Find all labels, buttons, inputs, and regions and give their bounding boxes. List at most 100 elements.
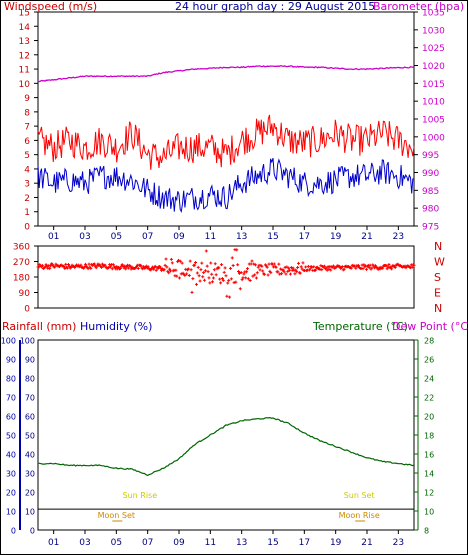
humidity-tick-label: 50: [25, 432, 35, 441]
direction-point: [49, 264, 53, 268]
direction-point: [188, 259, 192, 263]
direction-point: [79, 263, 83, 267]
direction-point: [314, 268, 318, 272]
hour-label: 01: [48, 232, 59, 242]
direction-point: [241, 276, 245, 280]
wind-tick-label: 11: [19, 66, 30, 76]
direction-point: [254, 276, 258, 280]
direction-point: [186, 267, 190, 271]
direction-point: [331, 264, 335, 268]
humidity-tick-label: 80: [25, 375, 35, 384]
direction-point: [354, 266, 358, 270]
direction-point: [304, 265, 308, 269]
hour-label: 05: [111, 232, 122, 242]
direction-point: [384, 264, 388, 268]
direction-point: [221, 278, 225, 282]
humidity-tick-label: 60: [25, 413, 35, 422]
direction-point: [94, 266, 98, 270]
baro-tick-label: 990: [422, 169, 439, 179]
direction-point: [190, 290, 194, 294]
direction-point: [286, 269, 290, 273]
direction-point: [266, 273, 270, 277]
hour-label: 21: [361, 232, 372, 242]
direction-point: [202, 271, 206, 275]
direction-point: [393, 265, 397, 269]
direction-point: [100, 265, 104, 269]
direction-point: [253, 273, 257, 277]
hour-label: 05: [111, 538, 122, 548]
direction-point: [199, 268, 203, 272]
direction-point: [63, 266, 67, 270]
rain-left-label: Rainfall (mm): [2, 320, 76, 333]
direction-point: [168, 269, 172, 273]
direction-point: [232, 281, 236, 285]
temp-tick-label: 20: [424, 413, 434, 422]
direction-point: [163, 263, 167, 267]
rain-tick-label: 10: [6, 508, 16, 517]
direction-point: [228, 266, 232, 270]
direction-point: [110, 267, 114, 271]
direction-point: [298, 271, 302, 275]
baro-tick-label: 1020: [422, 62, 445, 72]
direction-point: [198, 279, 202, 283]
compass-label: N: [434, 302, 442, 315]
wind-tick-label: 7: [24, 123, 30, 133]
direction-point: [149, 268, 153, 272]
rain-tick-label: 90: [6, 356, 16, 365]
direction-point: [387, 263, 391, 267]
direction-point: [219, 281, 223, 285]
hour-label: 03: [79, 232, 90, 242]
direction-point: [269, 271, 273, 275]
direction-point: [89, 266, 93, 270]
gust-line: [37, 114, 415, 170]
direction-point: [158, 265, 162, 269]
temp-rain-plot-frame: [37, 339, 415, 531]
direction-point: [43, 265, 47, 269]
direction-point: [195, 271, 199, 275]
direction-point: [194, 282, 198, 286]
direction-point: [111, 262, 115, 266]
direction-point: [362, 263, 366, 267]
direction-point: [62, 265, 66, 269]
direction-point: [342, 267, 346, 271]
hour-label: 23: [393, 232, 404, 242]
rain-tick-label: 60: [6, 413, 16, 422]
direction-point: [209, 261, 213, 265]
direction-point: [100, 262, 104, 266]
direction-point: [381, 266, 385, 270]
compass-label: N: [434, 240, 442, 253]
average-wind-line: [37, 157, 415, 214]
direction-point: [207, 276, 211, 280]
direction-point: [191, 277, 195, 281]
direction-point: [144, 264, 148, 268]
temp-right-label: Temperature (°C): [312, 320, 408, 333]
direction-point: [193, 263, 197, 267]
direction-point: [141, 267, 145, 271]
direction-point: [159, 266, 163, 270]
temp-rain-panel: Rainfall (mm) Humidity (%) Temperature (…: [1, 320, 468, 548]
direction-point: [256, 265, 260, 269]
direction-point: [169, 257, 173, 261]
direction-point: [223, 266, 227, 270]
direction-point: [250, 259, 254, 263]
temp-tick-label: 28: [424, 337, 434, 346]
direction-point: [66, 262, 70, 266]
direction-point: [179, 272, 183, 276]
direction-point: [237, 270, 241, 274]
direction-point: [139, 264, 143, 268]
baro-tick-label: 1010: [422, 98, 445, 108]
direction-point: [185, 272, 189, 276]
hour-label: 19: [330, 538, 342, 548]
direction-point: [281, 268, 285, 272]
hour-label: 17: [299, 232, 310, 242]
temp-tick-label: 24: [424, 375, 434, 384]
direction-point: [92, 262, 96, 266]
direction-point: [165, 265, 169, 269]
direction-point: [37, 265, 41, 269]
direction-point: [118, 266, 122, 270]
direction-point: [280, 272, 284, 276]
direction-left-ticks: 360 270 180 90 0: [13, 243, 38, 315]
direction-point: [115, 265, 119, 269]
direction-point: [386, 265, 390, 269]
